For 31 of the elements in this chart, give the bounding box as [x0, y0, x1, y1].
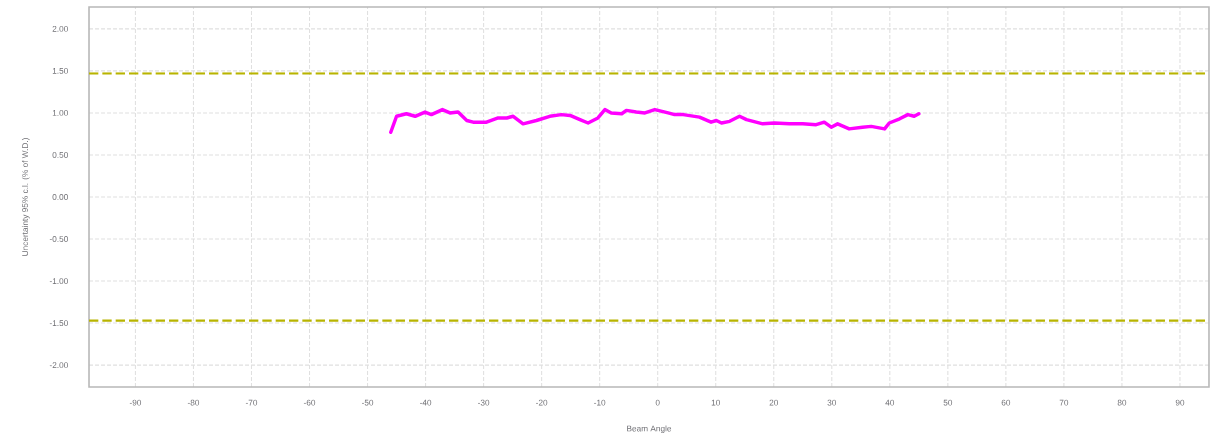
y-tick-label: 1.50 [52, 67, 68, 74]
x-tick-label: -50 [361, 399, 374, 406]
x-tick-label: -60 [303, 399, 316, 406]
x-tick-label: 0 [655, 399, 660, 406]
x-tick-label: -40 [419, 399, 432, 406]
y-tick-label: -1.50 [49, 320, 68, 327]
x-tick-label: -90 [129, 399, 142, 406]
x-tick-label: 40 [885, 399, 895, 406]
y-tick-label: -2.00 [49, 362, 68, 369]
y-axis-title: Uncertainty 95% c.l. (% of W.D.) [21, 138, 30, 256]
line-series [389, 107, 921, 134]
x-tick-label: -30 [478, 399, 490, 406]
x-tick-label: 90 [1175, 399, 1185, 406]
y-tick-label: -1.00 [49, 278, 68, 284]
x-tick-label: -20 [536, 399, 548, 406]
x-tick-label: -70 [245, 399, 258, 406]
y-tick-label: 2.00 [52, 25, 68, 32]
x-tick-label: -80 [187, 399, 200, 406]
y-tick-label: 1.00 [52, 109, 68, 116]
y-tick-label: -0.50 [49, 236, 68, 242]
y-tick-label: 0.00 [52, 194, 68, 200]
x-axis-title: Beam Angle [627, 425, 672, 434]
x-tick-label: 50 [943, 399, 953, 406]
y-tick-label: 0.50 [52, 152, 68, 158]
x-tick-label: 20 [769, 399, 779, 406]
x-tick-label: 30 [827, 399, 837, 406]
x-tick-label: -10 [594, 399, 606, 406]
x-tick-label: 80 [1117, 399, 1127, 406]
x-tick-label: 70 [1059, 399, 1069, 406]
x-tick-label: 60 [1001, 399, 1011, 406]
x-tick-label: 10 [711, 399, 720, 406]
